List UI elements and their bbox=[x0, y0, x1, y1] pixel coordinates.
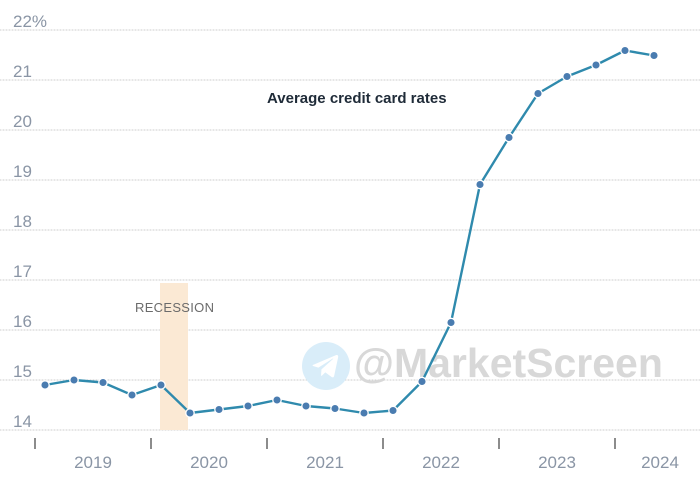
svg-text:16: 16 bbox=[13, 312, 32, 331]
svg-text:14: 14 bbox=[13, 412, 32, 431]
svg-text:2019: 2019 bbox=[74, 453, 112, 472]
svg-text:20: 20 bbox=[13, 112, 32, 131]
svg-text:2024: 2024 bbox=[641, 453, 679, 472]
svg-text:17: 17 bbox=[13, 262, 32, 281]
svg-text:19: 19 bbox=[13, 162, 32, 181]
svg-text:2020: 2020 bbox=[190, 453, 228, 472]
svg-text:RECESSION: RECESSION bbox=[135, 300, 214, 315]
svg-text:@MarketScreen: @MarketScreen bbox=[354, 340, 663, 386]
svg-text:2023: 2023 bbox=[538, 453, 576, 472]
svg-text:18: 18 bbox=[13, 212, 32, 231]
svg-text:2022: 2022 bbox=[422, 453, 460, 472]
svg-text:21: 21 bbox=[13, 62, 32, 81]
svg-text:22%: 22% bbox=[13, 12, 47, 31]
svg-text:15: 15 bbox=[13, 362, 32, 381]
svg-text:2021: 2021 bbox=[306, 453, 344, 472]
svg-text:Average credit card rates: Average credit card rates bbox=[267, 90, 447, 107]
